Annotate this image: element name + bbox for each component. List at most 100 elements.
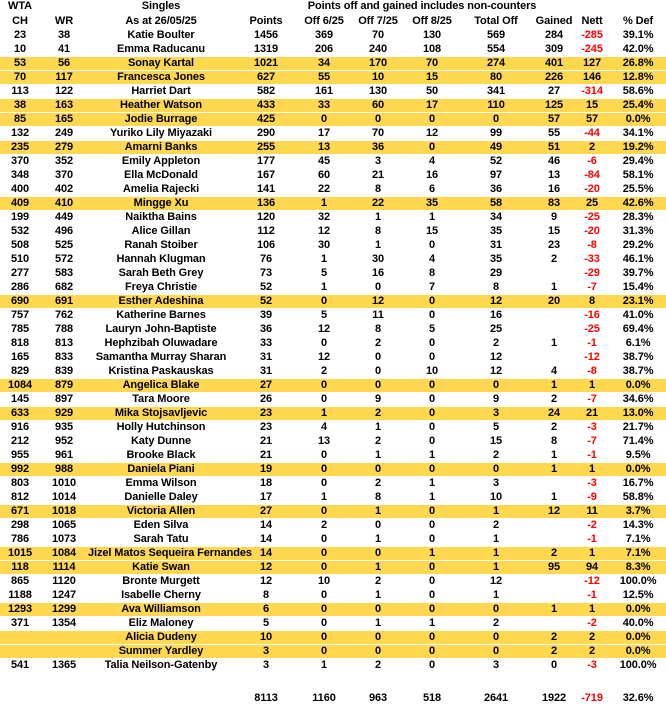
cell-wr: 1114 (40, 560, 88, 575)
cell-name: Eliz Maloney (88, 616, 234, 631)
cell-pct-def: 69.4% (610, 322, 666, 337)
table-row: 212 952 Katy Dunne 21 13 2 0 15 8 -7 71.4% (0, 434, 666, 449)
cell-name: Emma Raducanu (88, 42, 234, 57)
cell-total-off: 58 (458, 196, 534, 211)
column-header-ch: CH (0, 14, 40, 29)
cell-off-8-25: 7 (406, 280, 458, 295)
table-row: 409 410 Mingge Xu 136 1 22 35 58 83 25 42.6% (0, 196, 666, 211)
cell-pct-def: 58.1% (610, 168, 666, 183)
table-row: 865 1120 Bronte Murgett 12 10 2 0 12 -12 100.0% (0, 574, 666, 589)
cell-name: Esther Adeshina (88, 294, 234, 309)
cell-gained (534, 308, 574, 323)
cell-nett: -1 (574, 448, 611, 463)
cell-off-8-25: 0 (406, 350, 458, 365)
cell-off-6-25: 369 (298, 28, 350, 43)
cell-ch: 865 (0, 574, 40, 589)
column-header-gained: Gained (534, 14, 574, 29)
cell-gained: 309 (534, 42, 574, 57)
cell-total-off: 2 (458, 336, 534, 351)
cell-pct-def: 7.1% (610, 532, 666, 547)
cell-off-6-25: 4 (298, 420, 350, 435)
cell-pct-def: 100.0% (610, 574, 666, 589)
column-header-off-6-25: Off 6/25 (298, 14, 350, 29)
cell-ch: 1015 (0, 546, 40, 561)
cell-name: Sarah Tatu (88, 532, 234, 547)
cell-gained (534, 518, 574, 533)
totals-off-7-25: 963 (350, 692, 406, 707)
cell-pct-def: 38.7% (610, 350, 666, 365)
cell-nett: -16 (574, 308, 611, 323)
cell-wr: 1014 (40, 490, 88, 505)
cell-total-off: 35 (458, 224, 534, 239)
cell-name: Ranah Stoiber (88, 238, 234, 253)
cell-gained: 15 (534, 224, 574, 239)
totals-name (88, 692, 234, 707)
cell-wr: 163 (40, 98, 88, 113)
cell-ch: 199 (0, 210, 40, 225)
cell-ch: 1293 (0, 602, 40, 617)
cell-wr: 691 (40, 294, 88, 309)
cell-off-6-25: 32 (298, 210, 350, 225)
cell-pct-def: 23.1% (610, 294, 666, 309)
table-row: 671 1018 Victoria Allen 27 0 1 0 1 12 11 3.7% (0, 504, 666, 519)
cell-points: 3 (234, 644, 298, 659)
cell-nett: 25 (574, 196, 611, 211)
cell-gained: 2 (534, 392, 574, 407)
cell-gained: 0 (534, 658, 574, 673)
cell-off-6-25: 10 (298, 574, 350, 589)
cell-off-8-25: 0 (406, 420, 458, 435)
table-row: 23 38 Katie Boulter 1456 369 70 130 569 284 -285 3… (0, 28, 666, 43)
cell-off-7-25: 70 (350, 126, 406, 141)
cell-nett: -2 (574, 518, 611, 533)
cell-off-8-25: 1 (406, 448, 458, 463)
cell-gained: 1 (534, 336, 574, 351)
header-singles: Singles (88, 0, 234, 15)
cell-total-off: 34 (458, 210, 534, 225)
cell-nett: -1 (574, 336, 611, 351)
table-row: 118 1114 Katie Swan 12 0 1 0 1 95 94 8.3% (0, 560, 666, 575)
cell-wr: 788 (40, 322, 88, 337)
cell-gained: 20 (534, 294, 574, 309)
cell-total-off: 97 (458, 168, 534, 183)
cell-wr: 352 (40, 154, 88, 169)
cell-off-7-25: 1 (350, 616, 406, 631)
cell-wr: 165 (40, 112, 88, 127)
cell-off-8-25: 8 (406, 266, 458, 281)
cell-name: Ella McDonald (88, 168, 234, 183)
cell-name: Freya Christie (88, 280, 234, 295)
table-row: 113 122 Harriet Dart 582 161 130 50 341 27 -314 58… (0, 84, 666, 99)
cell-name: Talia Neilson-Gatenby (88, 658, 234, 673)
cell-off-6-25: 17 (298, 126, 350, 141)
cell-off-7-25: 70 (350, 28, 406, 43)
cell-off-7-25: 1 (350, 238, 406, 253)
cell-wr: 122 (40, 84, 88, 99)
cell-off-6-25: 2 (298, 364, 350, 379)
table-row: 286 682 Freya Christie 52 1 0 7 8 1 -7 15.4% (0, 280, 666, 295)
table-row: 370 352 Emily Appleton 177 45 3 4 52 46 -6 29.4% (0, 154, 666, 169)
cell-off-7-25: 0 (350, 602, 406, 617)
cell-off-7-25: 2 (350, 476, 406, 491)
cell-ch: 38 (0, 98, 40, 113)
table-row: 690 691 Esther Adeshina 52 0 12 0 12 20 8 23.1% (0, 294, 666, 309)
cell-wr: 929 (40, 406, 88, 421)
cell-wr: 682 (40, 280, 88, 295)
cell-nett: -285 (574, 28, 611, 43)
column-header-total-off: Total Off (458, 14, 534, 29)
cell-total-off: 49 (458, 140, 534, 155)
cell-points: 1319 (234, 42, 298, 57)
cell-off-7-25: 21 (350, 168, 406, 183)
cell-wr: 1299 (40, 602, 88, 617)
cell-off-8-25: 16 (406, 168, 458, 183)
cell-off-6-25: 1 (298, 658, 350, 673)
cell-off-7-25: 9 (350, 392, 406, 407)
cell-nett: -7 (574, 280, 611, 295)
cell-off-7-25: 1 (350, 588, 406, 603)
cell-wr: 1084 (40, 546, 88, 561)
cell-points: 26 (234, 392, 298, 407)
cell-nett: 2 (574, 630, 611, 645)
cell-name: Sonay Kartal (88, 56, 234, 71)
cell-points: 52 (234, 280, 298, 295)
column-header-off-8-25: Off 8/25 (406, 14, 458, 29)
cell-off-6-25: 12 (298, 350, 350, 365)
totals-gained: 1922 (534, 692, 574, 707)
